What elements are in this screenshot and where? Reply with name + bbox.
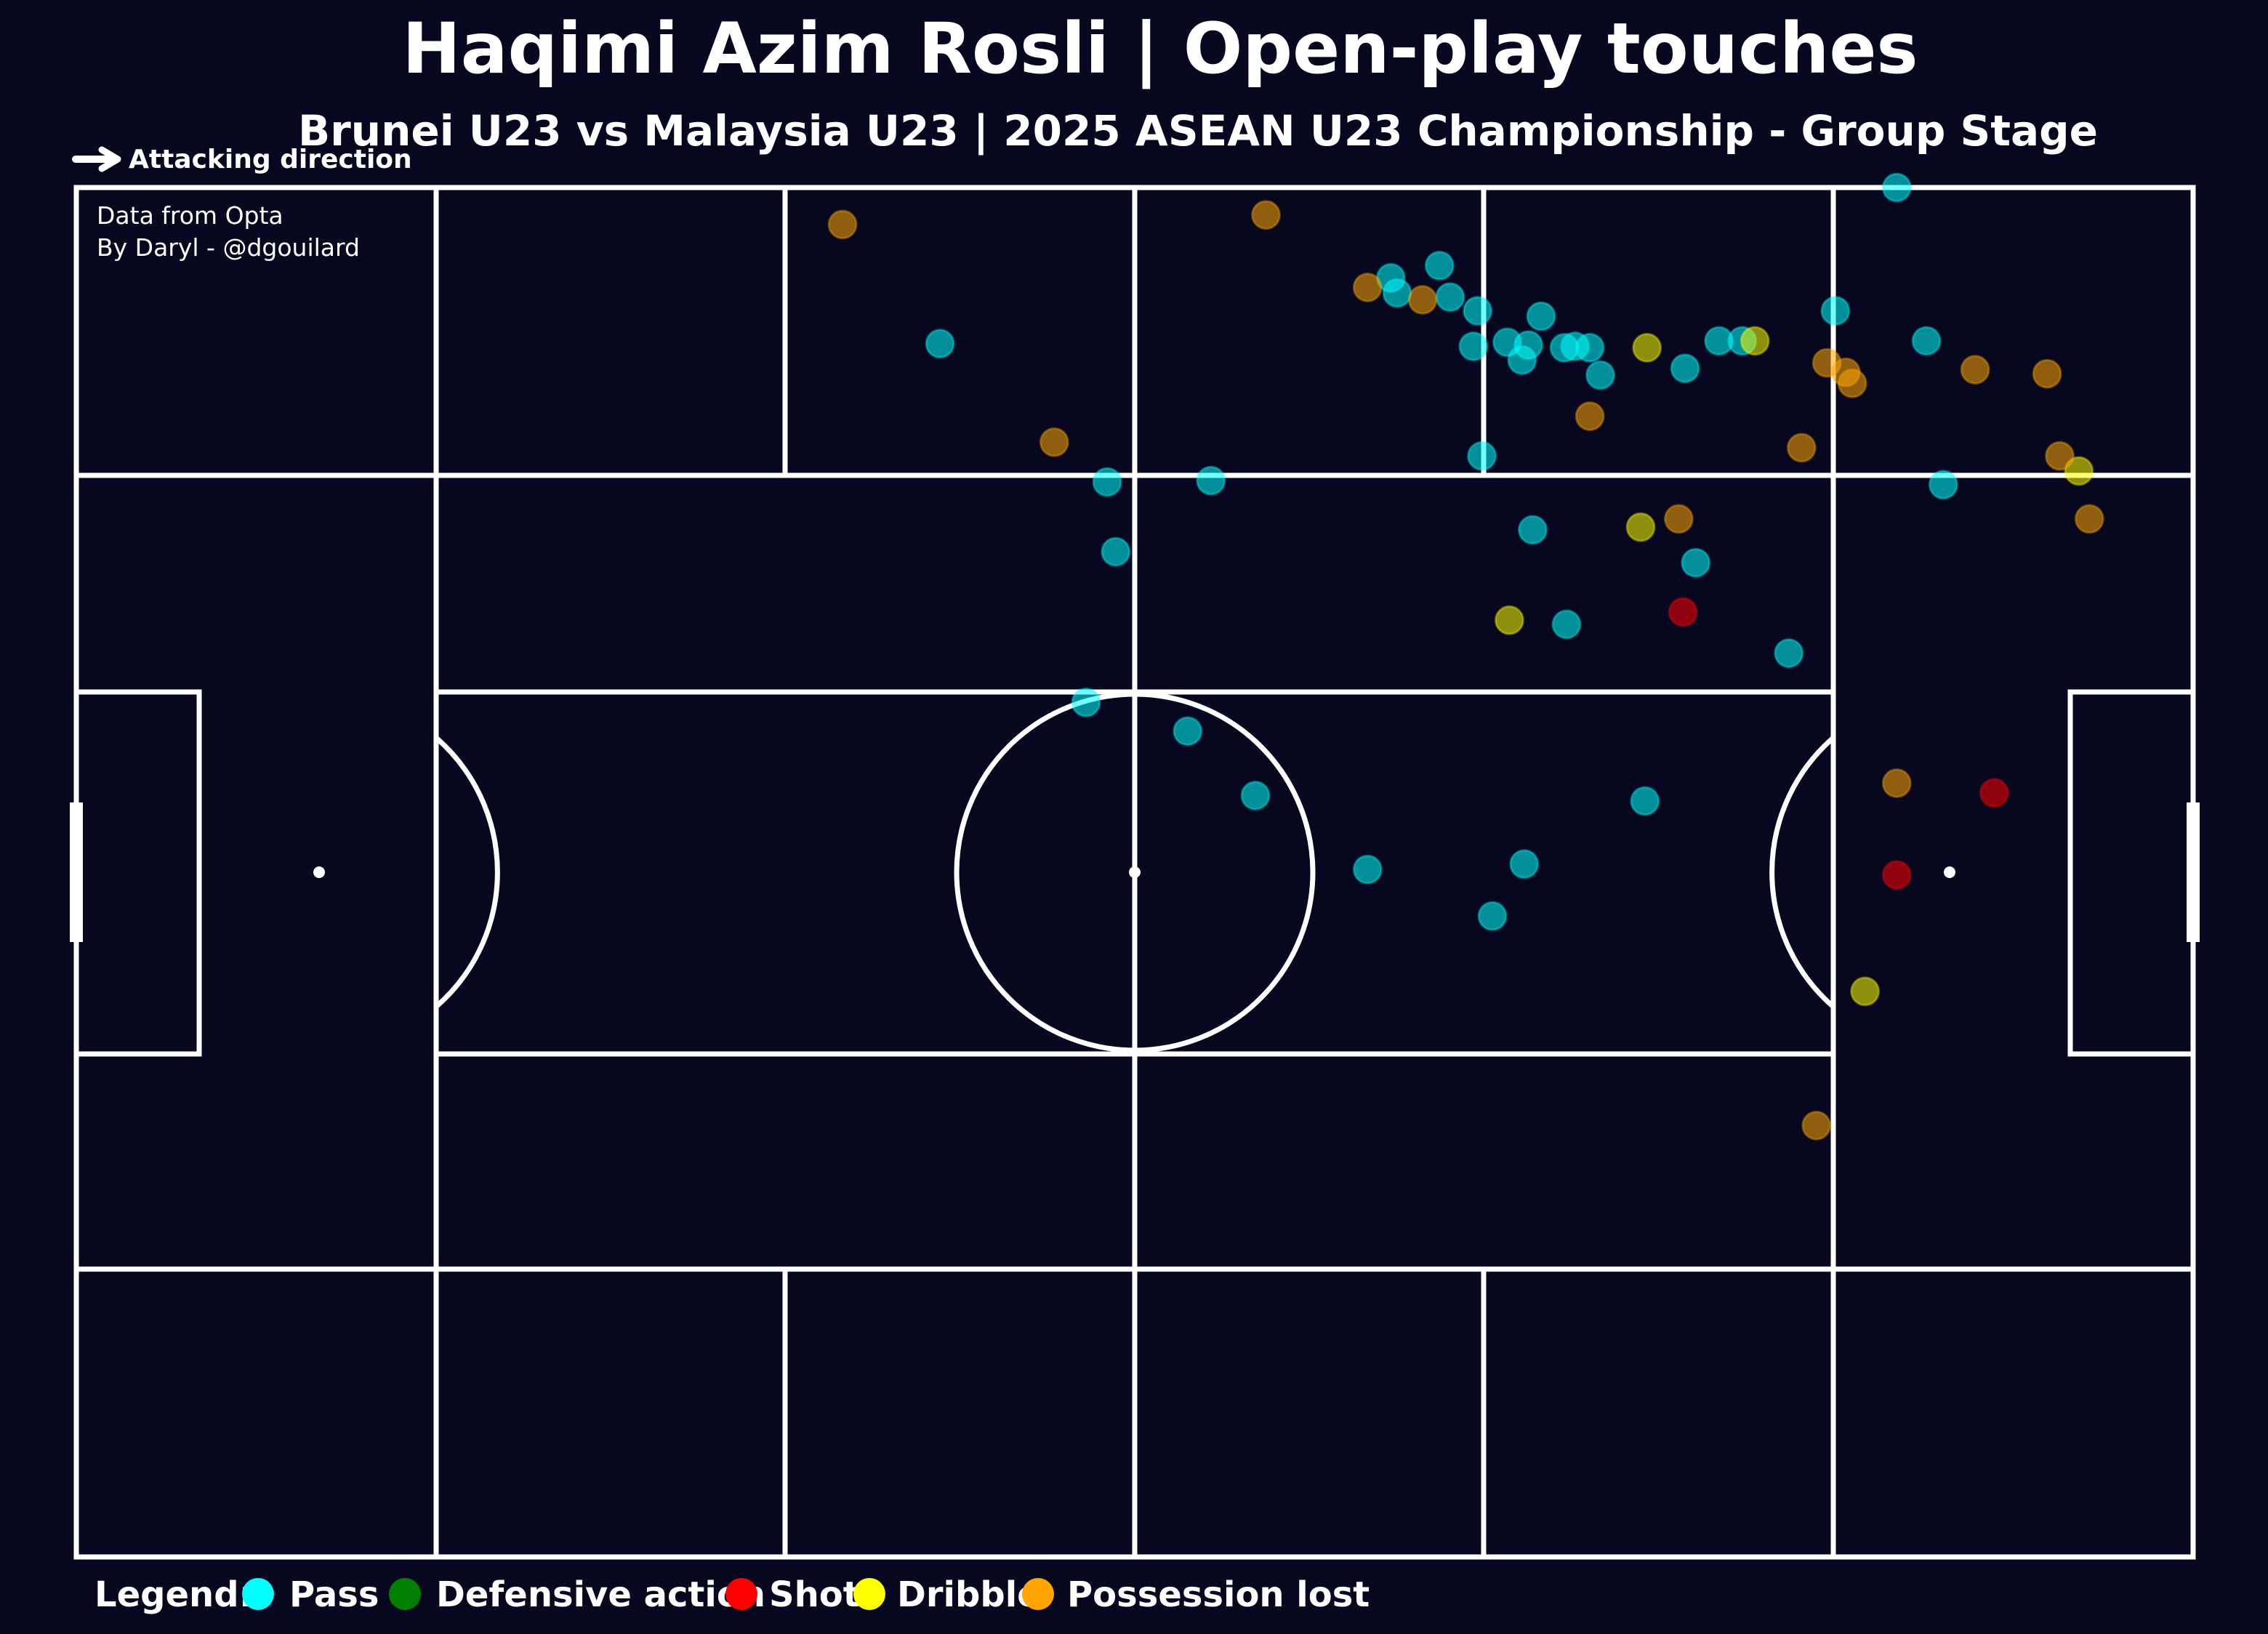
event-marker-pass — [1467, 440, 1497, 471]
event-markers — [827, 172, 2104, 1140]
legend-marker-pass — [242, 1578, 274, 1610]
legend-item-defensive-action: Defensive action — [389, 1574, 765, 1615]
event-marker-possession-lost — [1663, 504, 1694, 534]
event-marker-pass — [1526, 301, 1556, 331]
event-marker-possession-lost — [1352, 273, 1383, 302]
event-marker-pass — [1477, 901, 1508, 931]
event-marker-pass — [1585, 360, 1616, 390]
event-marker-pass — [1092, 467, 1122, 497]
legend-marker-dribble — [853, 1578, 885, 1610]
legend-label: Legend: — [94, 1574, 253, 1615]
chart-title: Haqimi Azim Rosli | Open-play touches — [402, 8, 1918, 90]
event-marker-dribble — [1494, 605, 1524, 635]
legend-marker-defensive-action — [389, 1578, 421, 1610]
event-marker-pass — [1463, 296, 1493, 326]
event-marker-possession-lost — [2074, 504, 2104, 534]
event-marker-shot — [1979, 778, 2009, 808]
event-marker-pass — [1551, 609, 1582, 640]
credit-source: Data from Opta — [97, 201, 284, 230]
event-marker-pass — [1630, 786, 1660, 816]
event-marker-pass — [1240, 781, 1271, 810]
event-marker-possession-lost — [1251, 200, 1281, 230]
football-pitch — [70, 185, 2200, 1560]
event-marker-pass — [1352, 854, 1383, 885]
right-penalty-spot — [1944, 866, 1955, 878]
legend-item-dribble: Dribble — [853, 1574, 1041, 1615]
event-marker-dribble — [1632, 332, 1662, 363]
credit-author: By Daryl - @dgouilard — [97, 233, 360, 262]
chart-subtitle: Brunei U23 vs Malaysia U23 | 2025 ASEAN … — [298, 106, 2098, 156]
centre-spot — [1129, 866, 1141, 878]
event-marker-possession-lost — [1801, 1111, 1832, 1140]
legend-label-defensive-action: Defensive action — [436, 1574, 765, 1615]
event-marker-pass — [1173, 716, 1203, 746]
event-marker-pass — [1071, 687, 1101, 717]
event-marker-pass — [925, 329, 955, 359]
event-marker-dribble — [1740, 326, 1770, 356]
event-marker-pass — [1507, 345, 1537, 375]
legend-item-shot: Shot — [725, 1574, 860, 1615]
event-marker-possession-lost — [827, 209, 858, 240]
event-marker-possession-lost — [1960, 355, 1990, 385]
event-marker-dribble — [2064, 456, 2094, 486]
legend-item-pass: Pass — [242, 1574, 379, 1615]
event-marker-pass — [1670, 353, 1700, 384]
event-marker-pass — [1196, 465, 1226, 496]
event-marker-pass — [1424, 250, 1455, 281]
legend-label-shot: Shot — [769, 1574, 860, 1615]
event-marker-shot — [1668, 597, 1698, 627]
arrow-right-icon — [72, 146, 121, 172]
event-marker-possession-lost — [2045, 440, 2075, 471]
event-marker-pass — [1911, 326, 1942, 356]
event-marker-pass — [1382, 278, 1412, 308]
left-penalty-spot — [313, 866, 325, 878]
event-marker-dribble — [1625, 512, 1656, 542]
legend-marker-shot — [725, 1578, 757, 1610]
event-marker-pass — [1435, 282, 1465, 313]
event-marker-pass — [1774, 638, 1804, 669]
event-marker-pass — [1101, 536, 1131, 567]
event-marker-possession-lost — [1830, 357, 1861, 387]
attacking-direction-label: Attacking direction — [129, 145, 412, 174]
attacking-direction: Attacking direction — [72, 145, 412, 174]
legend-marker-possession-lost — [1022, 1578, 1054, 1610]
left-penalty-arc — [434, 736, 500, 1009]
legend: Legend: Pass Defensive action Shot Dribb… — [94, 1574, 1370, 1615]
right-penalty-arc — [1769, 736, 1835, 1009]
legend-label-pass: Pass — [289, 1574, 379, 1615]
event-marker-pass — [1820, 296, 1851, 326]
event-marker-pass — [1458, 331, 1489, 361]
event-marker-pass — [1881, 172, 1912, 203]
event-marker-pass — [1928, 470, 1958, 500]
legend-label-possession-lost: Possession lost — [1067, 1574, 1370, 1615]
event-marker-pass — [1681, 547, 1711, 578]
event-marker-possession-lost — [1786, 432, 1817, 463]
event-marker-pass — [1575, 332, 1605, 363]
event-marker-possession-lost — [1881, 768, 1912, 798]
event-marker-possession-lost — [1039, 427, 1069, 457]
event-marker-shot — [1881, 860, 1912, 890]
event-marker-possession-lost — [2032, 358, 2062, 389]
event-marker-pass — [1518, 515, 1548, 545]
event-marker-possession-lost — [1407, 285, 1438, 315]
event-marker-possession-lost — [1575, 401, 1605, 432]
legend-label-dribble: Dribble — [897, 1574, 1041, 1615]
legend-item-possession-lost: Possession lost — [1022, 1574, 1370, 1615]
event-marker-dribble — [1850, 976, 1881, 1007]
event-marker-pass — [1509, 849, 1540, 880]
